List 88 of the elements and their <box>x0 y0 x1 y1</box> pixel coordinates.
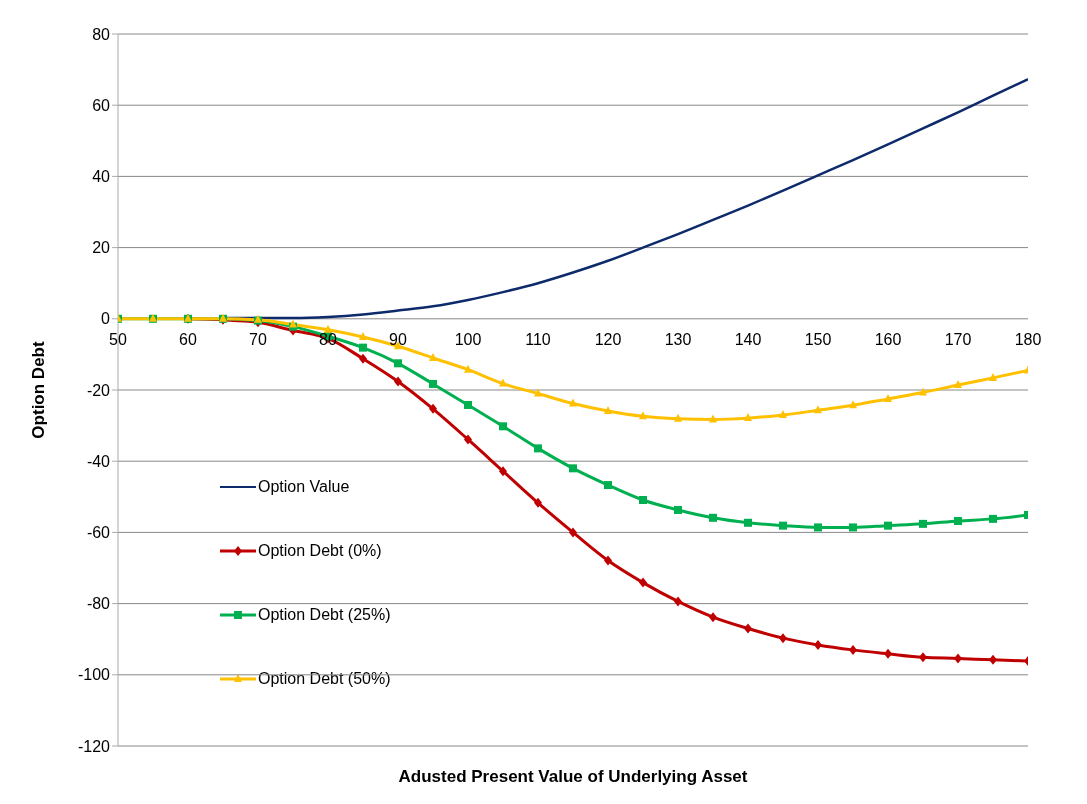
point <box>814 639 822 650</box>
x-tick-label: 160 <box>874 330 902 348</box>
point <box>359 343 367 352</box>
legend-label: Option Debt (25%) <box>258 606 391 624</box>
x-tick-label: 150 <box>804 330 832 348</box>
point <box>569 398 577 407</box>
point <box>639 577 647 588</box>
y-tick-label: -20 <box>86 381 111 399</box>
y-tick-label: 0 <box>101 310 111 328</box>
point <box>569 464 577 473</box>
point <box>359 331 367 340</box>
point <box>849 644 857 655</box>
point <box>464 434 472 445</box>
point <box>639 496 647 504</box>
point <box>744 413 752 422</box>
point <box>744 623 752 634</box>
x-tick-label: 70 <box>249 330 267 348</box>
point <box>814 523 822 532</box>
x-tick-label: 90 <box>389 330 407 348</box>
point <box>709 414 717 423</box>
point <box>324 324 332 333</box>
point <box>954 380 962 389</box>
point <box>779 521 787 530</box>
point <box>429 403 437 414</box>
y-tick-label: 40 <box>92 168 111 186</box>
x-tick-label: 170 <box>944 330 972 348</box>
y-tick-label: 80 <box>92 25 111 43</box>
point <box>429 352 437 361</box>
point <box>884 648 892 659</box>
point <box>604 406 612 414</box>
point <box>639 411 647 420</box>
point <box>779 409 787 418</box>
x-tick-label: 80 <box>319 330 337 348</box>
point <box>919 387 927 396</box>
point <box>674 413 682 422</box>
y-axis-title: Option Debt <box>29 341 49 439</box>
point <box>499 466 507 477</box>
point <box>744 518 752 527</box>
x-tick-label: 60 <box>179 330 197 348</box>
point <box>499 422 507 431</box>
point <box>394 376 402 387</box>
point <box>464 400 472 409</box>
point <box>534 444 542 453</box>
y-tick-label: -40 <box>86 452 111 470</box>
point <box>814 405 822 414</box>
legend-label: Option Debt (50%) <box>258 670 391 688</box>
point <box>674 596 682 607</box>
x-tick-label: 120 <box>594 330 622 348</box>
point <box>429 379 437 388</box>
point <box>464 364 472 373</box>
point <box>394 359 402 368</box>
point <box>674 505 682 514</box>
point <box>849 400 857 409</box>
point <box>989 372 997 381</box>
y-tick-label: -100 <box>77 666 111 684</box>
x-tick-label: 100 <box>454 330 482 348</box>
point <box>534 497 542 508</box>
point <box>989 654 997 665</box>
x-tick-label: 130 <box>664 330 692 348</box>
point <box>884 521 892 530</box>
x-tick-label: 110 <box>525 330 551 348</box>
point <box>919 652 927 663</box>
point <box>709 612 717 623</box>
y-tick-label: -80 <box>86 595 111 613</box>
x-tick-label: 180 <box>1014 330 1042 348</box>
point <box>534 388 542 397</box>
x-tick-label: 140 <box>734 330 762 348</box>
legend-label: Option Debt (0%) <box>258 542 382 560</box>
legend-label: Option Value <box>258 478 350 496</box>
point <box>849 523 857 532</box>
point <box>604 481 612 490</box>
point <box>779 633 787 644</box>
y-tick-label: -120 <box>77 737 111 755</box>
y-tick-label: 20 <box>92 239 111 257</box>
point <box>989 514 997 523</box>
point <box>499 378 507 387</box>
point <box>359 353 367 364</box>
point <box>569 527 577 538</box>
point <box>954 653 962 664</box>
point <box>709 513 717 522</box>
x-axis-title: Adusted Present Value of Underlying Asset <box>398 767 748 786</box>
y-tick-label: 60 <box>92 96 111 114</box>
point <box>919 519 927 528</box>
x-tick-label: 50 <box>109 330 127 348</box>
point <box>884 393 892 402</box>
point <box>954 517 962 526</box>
point <box>604 555 612 566</box>
y-tick-label: -60 <box>86 524 111 542</box>
